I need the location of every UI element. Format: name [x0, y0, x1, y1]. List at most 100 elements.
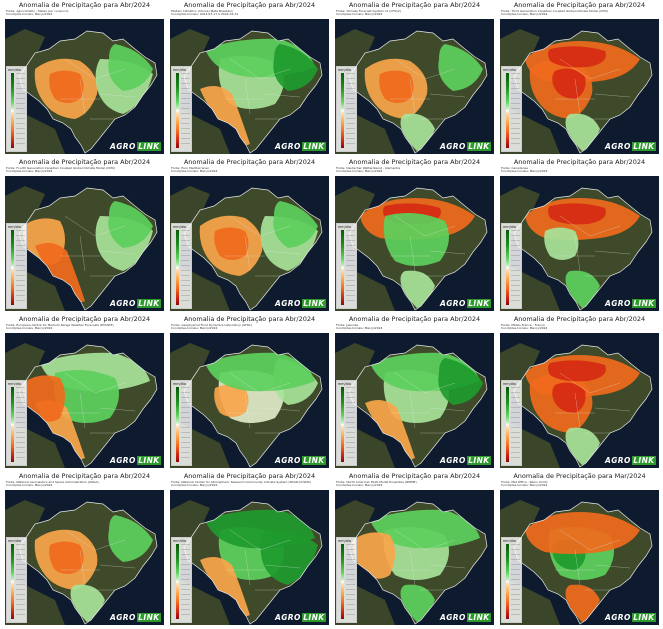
forecast-panel-4: Anomalia de Precipitação para Abr/2024 F…	[498, 0, 661, 155]
forecast-panel-14: Anomalia de Precipitação para Abr/2024 F…	[168, 471, 331, 626]
color-legend: mm/dia	[336, 66, 357, 152]
legend-ticks	[16, 230, 25, 305]
panel-source: Fonte: European Centre for Medium-Range …	[6, 324, 114, 330]
map-svg	[335, 490, 494, 625]
brand-part2: LINK	[466, 613, 491, 622]
anomaly-region	[544, 227, 579, 260]
legend-colorbar	[341, 73, 344, 148]
state-borders	[390, 372, 466, 434]
legend-unit: mm/dia	[8, 225, 21, 229]
forecast-panel-10: Anomalia de Precipitação para Abr/2024 F…	[168, 314, 331, 469]
forecast-panel-12: Anomalia de Precipitação para Abr/2024 F…	[498, 314, 661, 469]
brand-part2: LINK	[466, 299, 491, 308]
agrolink-logo: AGRO LINK	[110, 613, 161, 622]
agrolink-logo: AGRO LINK	[110, 456, 161, 465]
anomaly-region	[273, 44, 318, 91]
state-borders	[555, 58, 631, 120]
anomaly-region	[525, 512, 640, 554]
forecast-panel-9: Anomalia de Precipitação para Abr/2024 F…	[3, 314, 166, 469]
map-svg	[500, 490, 659, 625]
anomaly-region	[70, 584, 105, 622]
panel-title: Anomalia de Precipitação para Abr/2024	[183, 158, 316, 166]
anomaly-region	[565, 270, 600, 308]
panel-source: Fonte: Fourth Generation Canadian Couple…	[6, 167, 116, 173]
forecast-panel-8: Anomalia de Precipitação para Abr/2024 F…	[498, 157, 661, 312]
legend-colorbar	[506, 387, 509, 462]
legend-unit: mm/dia	[503, 225, 516, 229]
brazil-anomaly-map	[500, 176, 659, 311]
legend-ticks	[346, 230, 355, 305]
legend-colorbar	[506, 73, 509, 148]
brand-part2: LINK	[301, 299, 326, 308]
forecast-panel-15: Anomalia de Precipitação para Abr/2024 F…	[333, 471, 496, 626]
brand-part2: LINK	[301, 613, 326, 622]
panel-title: Anomalia de Precipitação para Abr/2024	[18, 158, 151, 166]
brazil-border	[183, 344, 323, 468]
state-borders	[60, 58, 136, 120]
legend-colorbar	[341, 387, 344, 462]
anomaly-region	[383, 212, 449, 266]
agrolink-logo: AGRO LINK	[275, 456, 326, 465]
agrolink-logo: AGRO LINK	[110, 142, 161, 151]
brazil-anomaly-map	[335, 176, 494, 311]
legend-ticks	[16, 73, 25, 148]
map-svg	[5, 19, 164, 154]
panel-source: Fonte: Agroclimatic - Meteo per consorci…	[6, 10, 69, 16]
anomaly-region	[552, 382, 586, 413]
brand-part1: AGRO	[440, 142, 466, 151]
map-svg	[170, 490, 329, 625]
brazil-anomaly-map	[335, 333, 494, 468]
legend-colorbar	[506, 544, 509, 619]
agrolink-logo: AGRO LINK	[605, 613, 656, 622]
anomaly-region	[400, 113, 435, 151]
panel-title: Anomalia de Precipitação para Abr/2024	[18, 472, 151, 480]
map-svg	[335, 19, 494, 154]
brand-part1: AGRO	[440, 456, 466, 465]
brazil-border	[348, 344, 488, 468]
brazil-border	[183, 30, 323, 154]
agrolink-logo: AGRO LINK	[605, 299, 656, 308]
anomaly-region	[379, 70, 414, 103]
legend-colorbar	[341, 230, 344, 305]
panel-source: Fonte: North American Multi-Model Ensemb…	[336, 481, 417, 487]
state-borders	[225, 58, 301, 120]
brand-part1: AGRO	[605, 299, 631, 308]
map-svg	[335, 333, 494, 468]
anomaly-region	[49, 70, 84, 103]
color-legend: mm/dia	[6, 537, 27, 623]
anomaly-region	[108, 515, 153, 562]
legend-colorbar	[176, 230, 179, 305]
color-legend: mm/dia	[501, 223, 522, 309]
brazil-anomaly-map	[5, 176, 164, 311]
panel-title: Anomalia de Precipitação para Abr/2024	[183, 1, 316, 9]
legend-unit: mm/dia	[173, 539, 186, 543]
brazil-anomaly-map	[5, 490, 164, 625]
state-borders	[60, 529, 136, 591]
color-legend: mm/dia	[6, 223, 27, 309]
anomaly-region	[565, 584, 600, 622]
agrolink-logo: AGRO LINK	[440, 456, 491, 465]
agrolink-logo: AGRO LINK	[605, 142, 656, 151]
brazil-border	[348, 501, 488, 625]
panel-title: Anomalia de Precipitação para Abr/2024	[348, 315, 481, 323]
brand-part1: AGRO	[605, 142, 631, 151]
color-legend: mm/dia	[171, 537, 192, 623]
legend-unit: mm/dia	[503, 382, 516, 386]
agrolink-logo: AGRO LINK	[440, 299, 491, 308]
legend-unit: mm/dia	[503, 539, 516, 543]
panel-title: Anomalia de Precipitação para Abr/2024	[513, 1, 646, 9]
panel-title: Anomalia de Precipitação para Abr/2024	[183, 472, 316, 480]
color-legend: mm/dia	[171, 380, 192, 466]
agrolink-logo: AGRO LINK	[440, 142, 491, 151]
brand-part1: AGRO	[110, 613, 136, 622]
brazil-anomaly-map	[500, 333, 659, 468]
legend-ticks	[346, 73, 355, 148]
anomaly-region	[108, 44, 153, 91]
brand-part1: AGRO	[110, 299, 136, 308]
legend-unit: mm/dia	[338, 68, 351, 72]
panel-source: Fonte: National Center for Atmospheric R…	[171, 481, 311, 487]
brand-part2: LINK	[136, 142, 161, 151]
brand-part2: LINK	[136, 456, 161, 465]
brand-part1: AGRO	[440, 613, 466, 622]
agrolink-logo: AGRO LINK	[275, 613, 326, 622]
